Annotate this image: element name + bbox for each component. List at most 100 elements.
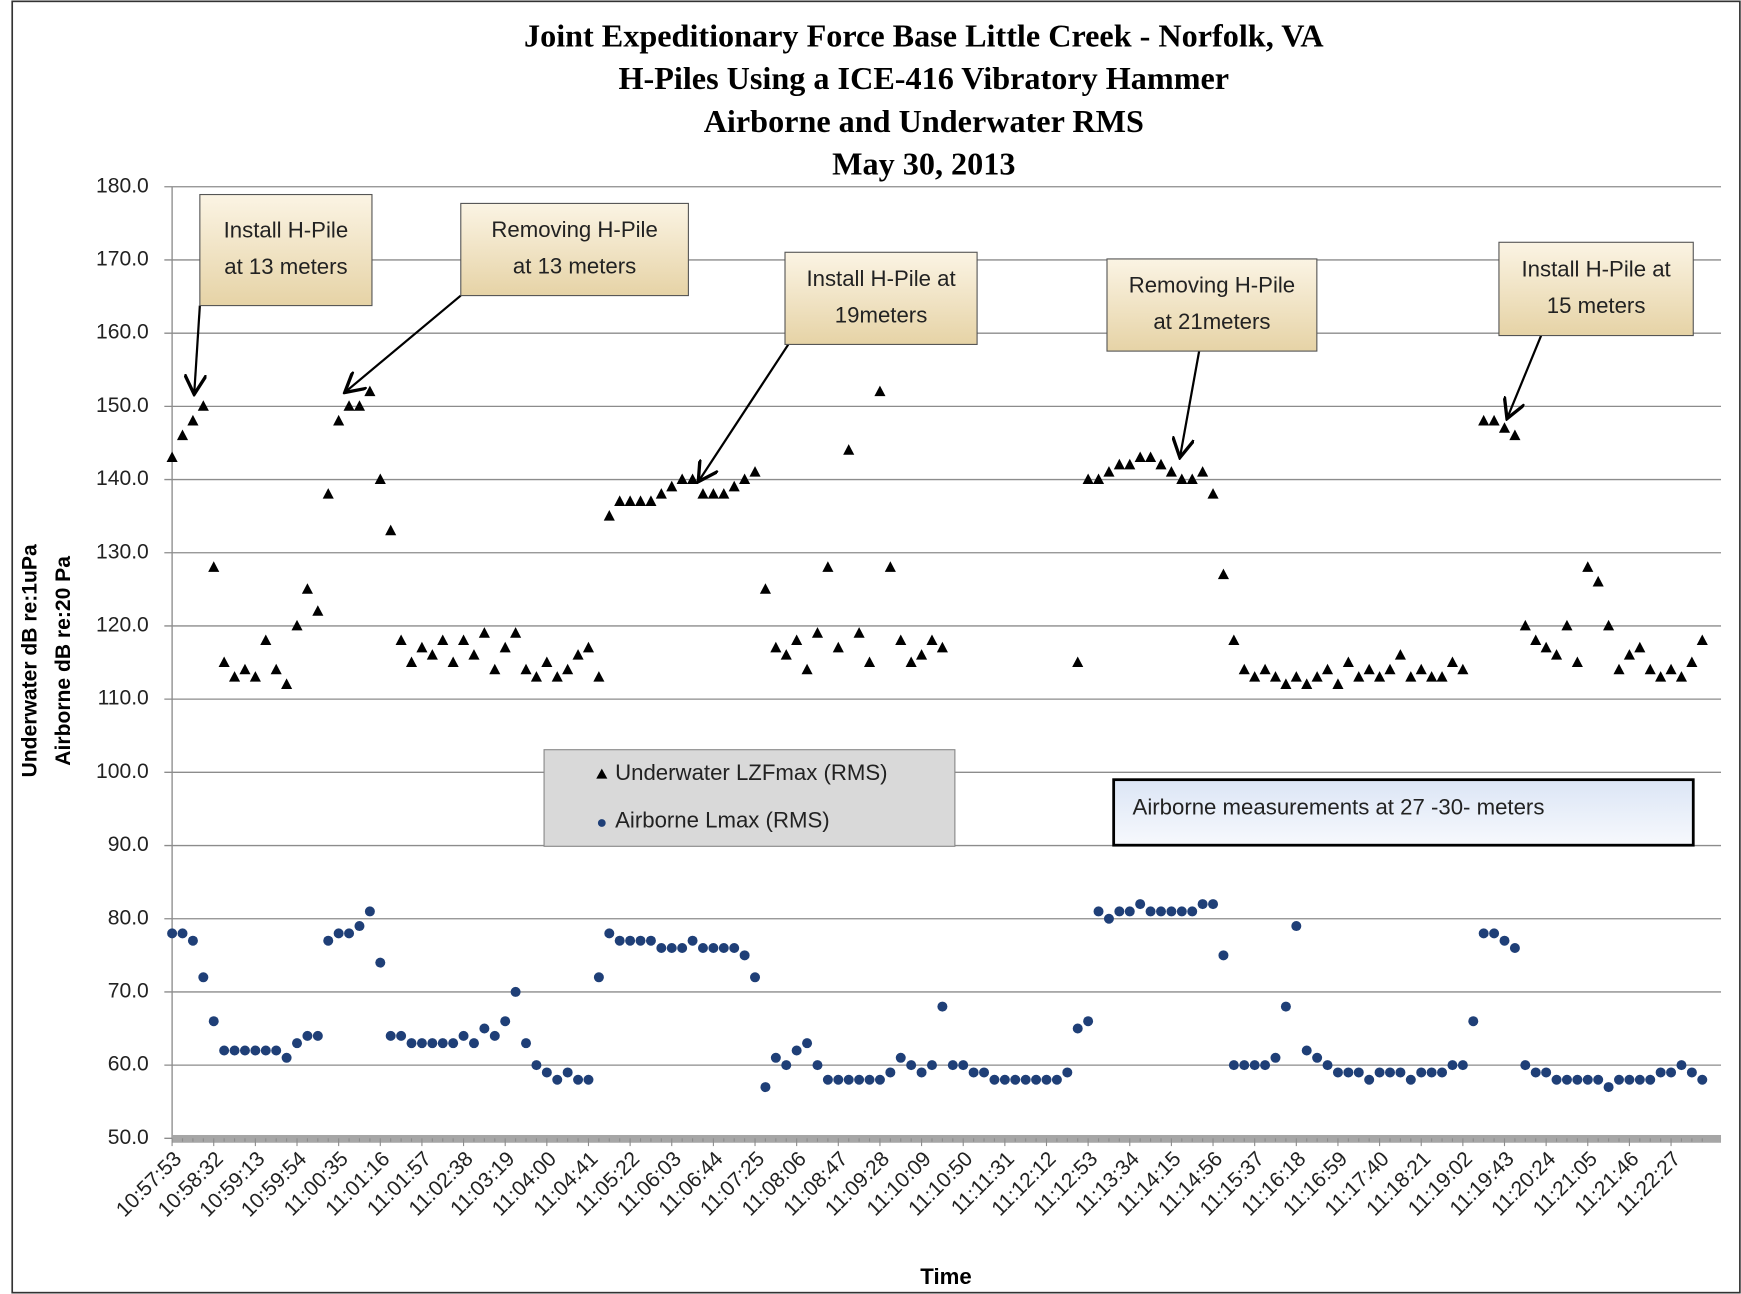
triangle-point (1113, 458, 1125, 470)
circle-point (1187, 906, 1198, 917)
circle-point (1114, 906, 1125, 917)
circle-point (895, 1052, 906, 1063)
circle-point (947, 1060, 958, 1071)
circle-point (729, 943, 740, 954)
triangle-point (739, 473, 751, 484)
circle-point (187, 935, 198, 946)
circle-point (437, 1038, 448, 1049)
circle-point (645, 935, 656, 946)
annotation-text: at 13 meters (513, 254, 636, 279)
triangle-point (1426, 671, 1438, 682)
annotation-text: at 21meters (1153, 309, 1270, 334)
circle-point (1509, 943, 1520, 954)
y-tick-label: 100.0 (96, 760, 149, 783)
triangle-point (1363, 663, 1375, 675)
circle-point (687, 935, 698, 946)
circle-point (260, 1045, 271, 1056)
circle-point (531, 1060, 542, 1071)
triangle-point (551, 671, 563, 682)
annotation-box (1498, 241, 1694, 337)
circle-point (958, 1060, 969, 1071)
circle-point (625, 935, 636, 946)
triangle-point (510, 627, 522, 638)
y-tick-label: 180.0 (96, 174, 149, 197)
triangle-point (1665, 663, 1677, 675)
circle-point (968, 1067, 979, 1078)
circle-point (666, 943, 677, 954)
circle-point (239, 1045, 250, 1056)
circle-point (1166, 906, 1177, 917)
circle-point (1634, 1074, 1645, 1085)
circle-point (1478, 928, 1489, 939)
triangle-point (1176, 473, 1188, 484)
triangle-point (447, 656, 459, 667)
triangle-point (936, 641, 948, 653)
circle-point (1499, 935, 1510, 946)
triangle-point (770, 641, 782, 653)
chart-title: Airborne and Underwater RMS (704, 103, 1144, 139)
triangle-point (1696, 634, 1708, 646)
circle-point (271, 1045, 282, 1056)
annotation-box (460, 202, 689, 297)
circle-point (541, 1067, 552, 1078)
triangle-point (1374, 671, 1386, 682)
annotation-box (784, 251, 978, 345)
x-axis (172, 1134, 1722, 1143)
circle-point (1416, 1067, 1427, 1078)
annotation-box (199, 193, 373, 307)
circle-point (1072, 1023, 1083, 1034)
circle-point (552, 1074, 563, 1085)
triangle-point (1436, 671, 1448, 682)
triangle-point (353, 400, 366, 411)
triangle-point (801, 663, 813, 675)
circle-point (1301, 1045, 1312, 1056)
circle-point (1374, 1067, 1385, 1078)
circle-point (1697, 1074, 1708, 1085)
circle-point (739, 950, 750, 961)
annotation-text: Install H-Pile (224, 218, 349, 243)
triangle-point (1353, 671, 1365, 682)
triangle-point (645, 495, 657, 506)
circle-point (1239, 1060, 1250, 1071)
y-tick-label: 90.0 (108, 833, 149, 856)
triangle-point (884, 561, 896, 572)
triangle-point (1686, 656, 1698, 667)
chart-title: H-Piles Using a ICE-416 Vibratory Hammer (618, 60, 1229, 96)
triangle-point (208, 561, 220, 572)
circle-point (1561, 1074, 1572, 1085)
circle-point (1530, 1067, 1541, 1078)
circle-point (1291, 921, 1302, 932)
triangle-point (624, 495, 636, 506)
triangle-point (1082, 473, 1094, 484)
triangle-point (1332, 678, 1344, 689)
triangle-point (1394, 649, 1406, 660)
y-tick-label: 160.0 (96, 321, 149, 344)
circle-point (354, 921, 365, 932)
circle-point (979, 1067, 990, 1078)
triangle-point (1519, 619, 1531, 631)
triangle-point (843, 444, 855, 455)
triangle-point (1238, 663, 1250, 675)
triangle-point (1217, 568, 1229, 580)
circle-point (822, 1074, 833, 1085)
circle-point (1083, 1016, 1094, 1027)
circle-point (677, 943, 688, 954)
triangle-point (832, 641, 844, 653)
y-tick-label: 60.0 (108, 1053, 149, 1076)
circle-point (396, 1030, 407, 1041)
circle-point (1135, 899, 1146, 910)
circle-point (770, 1052, 781, 1063)
triangle-point (1655, 671, 1667, 682)
circle-point (1062, 1067, 1073, 1078)
circle-point (1395, 1067, 1406, 1078)
annotation-arrow (700, 343, 790, 479)
circle-point (1218, 950, 1229, 961)
triangle-point (1582, 561, 1594, 572)
annotation-text: 19meters (835, 303, 927, 328)
annotation-arrow (194, 305, 200, 393)
triangle-point (1186, 473, 1198, 484)
circle-point (874, 1074, 885, 1085)
circle-point (1093, 906, 1104, 917)
triangle-point (530, 671, 542, 682)
triangle-point (666, 480, 678, 492)
